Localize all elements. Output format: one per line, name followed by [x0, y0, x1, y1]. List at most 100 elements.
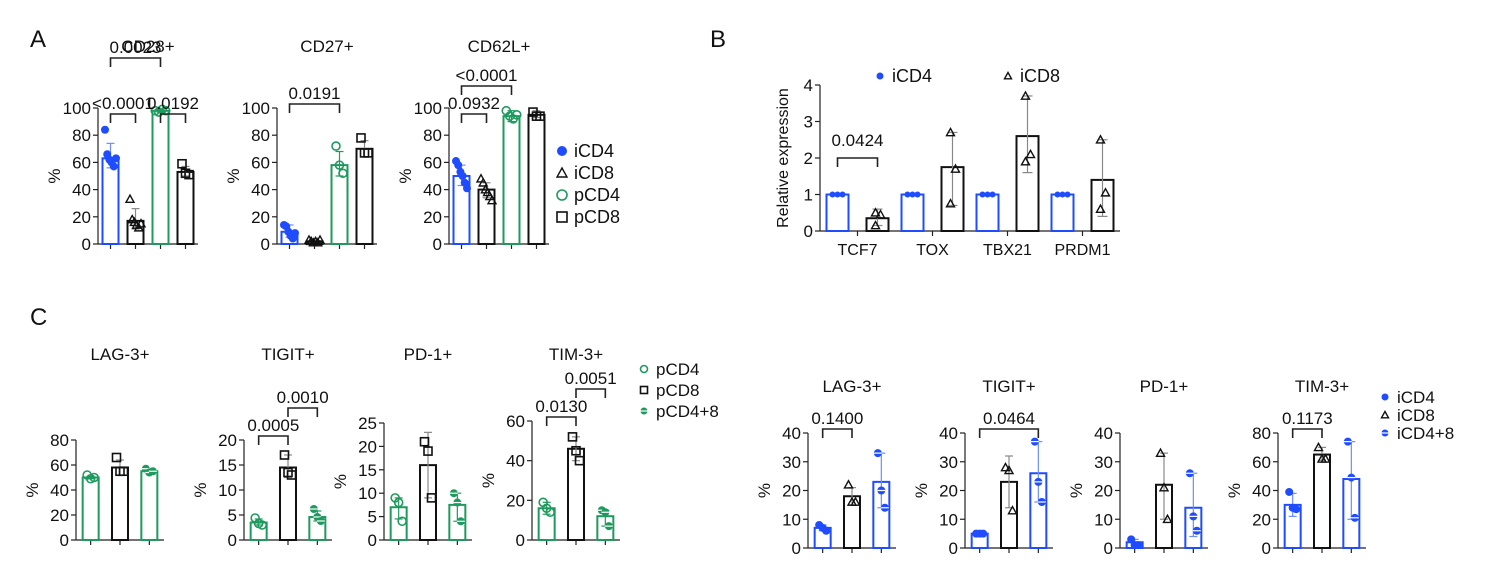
y-tick-label: 20 [939, 482, 958, 501]
legend-label: pCD8 [574, 207, 620, 227]
legend-label: iCD4 [1397, 388, 1435, 407]
significance-bracket [460, 85, 513, 95]
data-point [1158, 482, 1170, 492]
y-tick-label: 2 [804, 149, 813, 168]
y-tick-label: 40 [72, 181, 91, 200]
data-point [571, 445, 581, 456]
legend-marker-dot [1381, 393, 1389, 401]
legend-marker-square [639, 385, 649, 395]
significance-bracket [288, 103, 341, 113]
p-value-label: 0.0464 [983, 409, 1035, 428]
legend-item-pcd4: pCD4 [556, 185, 620, 205]
y-tick-label: 60 [50, 456, 69, 475]
legend-marker-dot [557, 146, 567, 156]
y-tick-label: 100 [63, 99, 91, 118]
y-tick-label: 40 [939, 424, 958, 443]
chart-title: CD28+ [121, 37, 174, 56]
p-value-label: 0.0130 [535, 397, 587, 416]
legend-item-pcd4plus8: pCD4+8 [640, 402, 719, 421]
x-tick-label: PRDM1 [1054, 242, 1110, 259]
p-value-label: 0.1173 [1282, 409, 1333, 428]
y-axis-label: % [912, 483, 931, 498]
y-tick-label: 20 [50, 506, 69, 525]
chart-title: PD-1+ [1140, 377, 1189, 396]
y-tick-label: 20 [72, 208, 91, 227]
data-point [1155, 447, 1166, 458]
y-tick-label: 40 [782, 424, 801, 443]
y-tick-label: 40 [1094, 424, 1113, 443]
y-tick-label: 10 [939, 510, 958, 529]
y-tick-label: 10 [782, 510, 801, 529]
data-point [1007, 505, 1018, 515]
chart-title: TIM-3+ [1295, 377, 1349, 396]
data-point [184, 169, 194, 180]
y-tick-label: 60 [72, 153, 91, 172]
data-point [829, 191, 836, 198]
y-tick-label: 100 [242, 99, 270, 118]
bar-icd4 [1050, 193, 1075, 232]
data-point [1059, 191, 1066, 198]
data-point [1134, 541, 1143, 550]
bar-icd4 [101, 157, 120, 246]
significance-bracket [109, 113, 137, 123]
p-value-label: 0.1400 [811, 409, 863, 428]
legend-label: pCD4+8 [656, 402, 719, 421]
legend-label: iCD4 [892, 66, 932, 86]
data-point [419, 436, 430, 447]
significance-bracket [109, 57, 162, 67]
bar-pcd8 [527, 113, 546, 245]
bar-icd4 [900, 193, 925, 232]
legend-label: pCD4 [656, 360, 699, 379]
y-axis-label: % [755, 483, 774, 498]
data-point [363, 148, 373, 158]
chart-c-i-lag3: LAG-3+ 0 10 20 30 40% 0.1400 [755, 377, 896, 558]
y-tick-label: 0 [82, 235, 91, 254]
y-tick-label: 15 [358, 461, 377, 480]
y-tick-label: 0 [792, 539, 801, 558]
legend-item-icd4: iCD4 [876, 66, 932, 86]
y-tick-label: 80 [50, 431, 69, 450]
y-tick-label: 40 [1252, 482, 1271, 501]
p-value-label: 0.0192 [147, 94, 199, 113]
y-tick-label: 10 [1094, 510, 1113, 529]
significance-bracket [836, 157, 879, 167]
data-point [1025, 148, 1036, 159]
x-tick-label: TBX21 [983, 242, 1032, 259]
p-value-label: 0.0005 [247, 416, 299, 435]
data-point [112, 154, 120, 163]
y-tick-label: 0 [1262, 539, 1271, 558]
data-point [1095, 203, 1106, 213]
y-tick-label: 100 [414, 99, 442, 118]
data-point [914, 191, 921, 198]
panel-label-c: C [30, 304, 47, 331]
data-point [904, 191, 911, 198]
chart-c-p-pd1: PD-1+ 0 5 10 15 20 25% [331, 345, 472, 550]
y-tick-label: 10 [358, 484, 377, 503]
y-tick-label: 3 [804, 113, 813, 132]
data-point [1020, 156, 1031, 166]
data-point [338, 168, 348, 179]
y-tick-label: 0 [368, 531, 377, 550]
bar-icd4 [975, 193, 1000, 232]
chart-title: TIM-3+ [549, 345, 603, 364]
data-point [545, 507, 555, 518]
p-value-label: 0.0191 [289, 84, 341, 103]
data-point [945, 198, 956, 208]
y-tick-label: 0 [516, 531, 525, 550]
data-point [426, 493, 437, 503]
data-point [356, 133, 366, 143]
data-point [1127, 535, 1136, 544]
data-point [1095, 134, 1106, 144]
legend-marker-tri [1003, 71, 1013, 80]
data-point [111, 452, 122, 463]
data-point [393, 497, 404, 508]
legend-item-icd8: iCD8 [1380, 406, 1435, 425]
y-axis-label: Relative expression [775, 88, 792, 228]
data-point [909, 191, 916, 198]
legend-item-pcd8: pCD8 [556, 207, 620, 227]
y-tick-label: 10 [218, 481, 237, 500]
data-point [839, 191, 846, 198]
data-point [1064, 191, 1071, 198]
data-point [279, 450, 290, 460]
data-point [1292, 505, 1301, 514]
